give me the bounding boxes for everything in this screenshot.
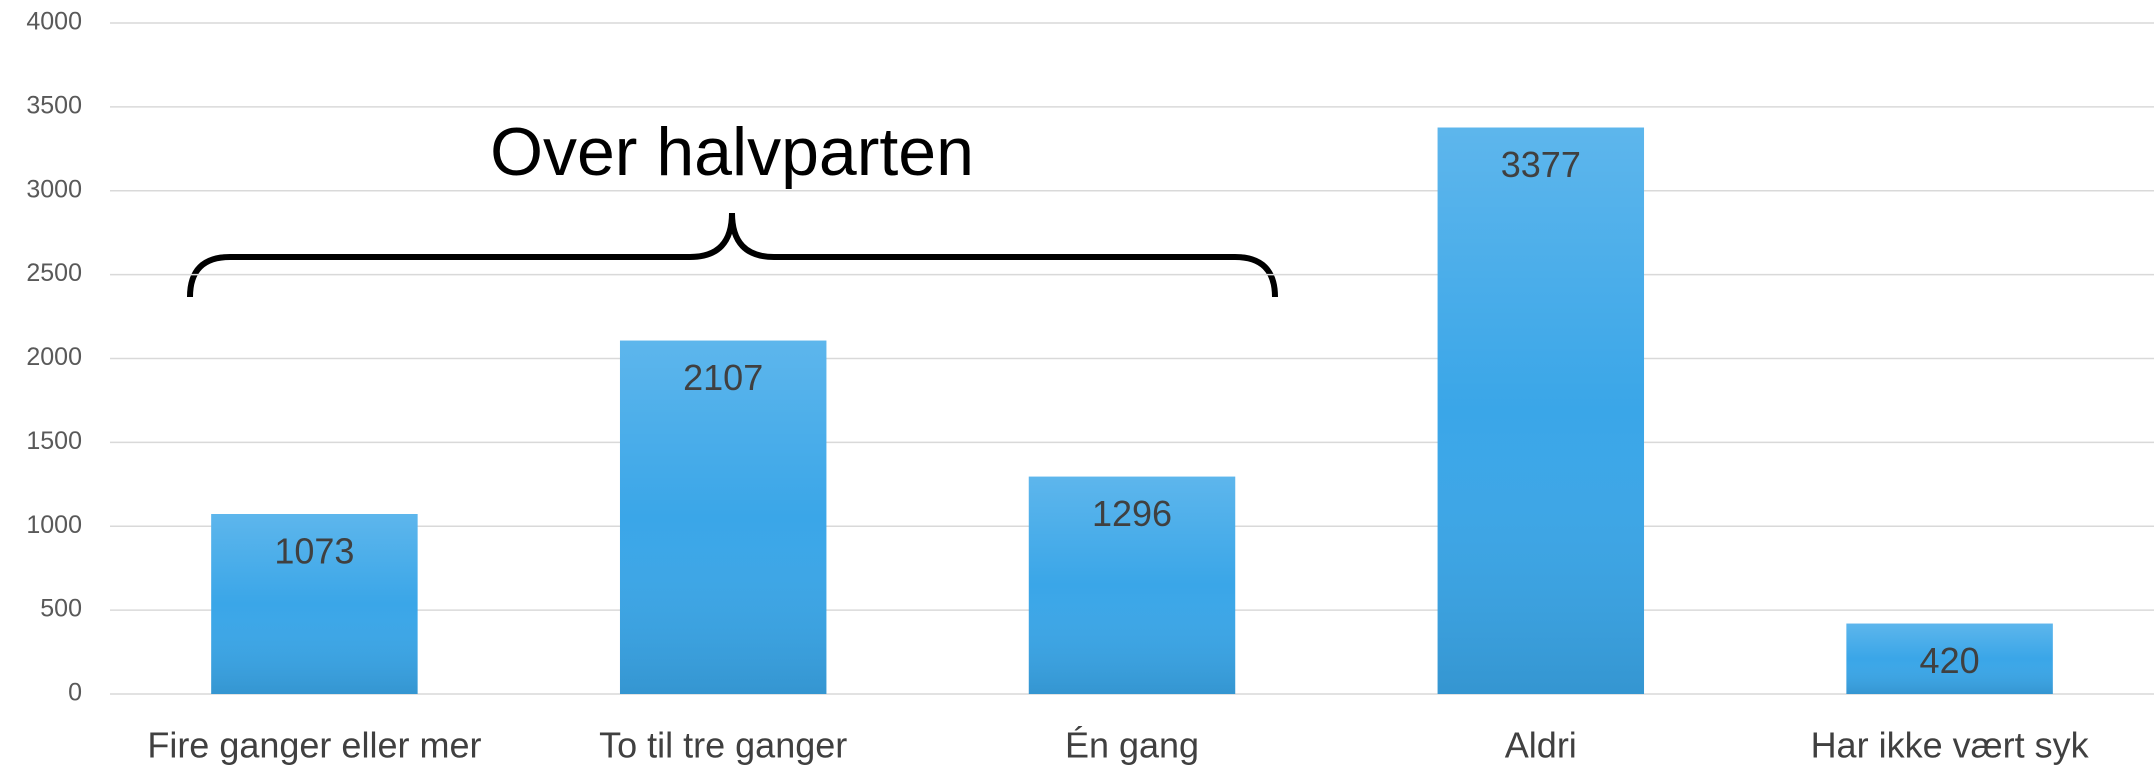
bar [1437,127,1645,695]
y-tick-label: 2500 [26,259,82,287]
x-tick-label: Aldri [1505,725,1577,766]
y-tick-label: 1000 [26,511,82,539]
x-tick-label: Har ikke vært syk [1811,725,2090,766]
y-tick-label: 3500 [26,91,82,119]
y-tick-label: 3000 [26,175,82,203]
data-label: 1073 [274,531,354,572]
y-tick-label: 500 [40,595,82,623]
y-tick-label: 0 [68,679,82,707]
x-tick-label: Én gang [1065,725,1199,766]
y-tick-label: 4000 [26,8,82,36]
x-tick-label: To til tre ganger [599,725,847,766]
brace [187,212,1278,298]
annotation: Over halvparten [490,114,974,190]
data-label: 3377 [1501,144,1581,185]
data-label: 420 [1920,640,1980,681]
data-label: 1296 [1092,493,1172,534]
y-tick-label: 2000 [26,343,82,371]
x-tick-label: Fire ganger eller mer [147,725,481,766]
y-tick-label: 1500 [26,427,82,455]
data-label: 2107 [683,357,763,398]
